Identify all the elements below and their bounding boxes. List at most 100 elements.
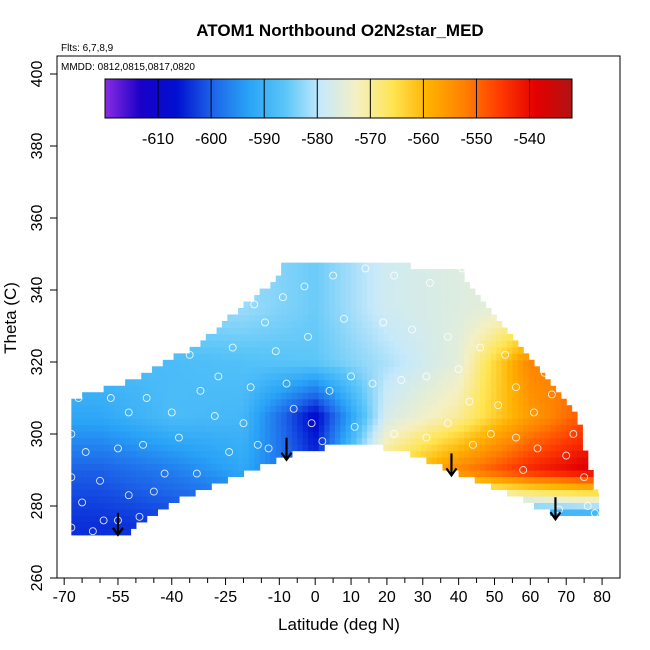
field-cell xyxy=(469,385,476,393)
field-cell xyxy=(404,314,411,322)
field-cell xyxy=(442,411,449,419)
field-cell xyxy=(92,521,99,529)
field-cell xyxy=(200,411,207,419)
field-cell xyxy=(464,463,470,471)
field-cell xyxy=(211,346,218,354)
field-cell xyxy=(173,444,180,452)
field-cell xyxy=(98,450,105,458)
field-cell xyxy=(447,411,454,419)
field-cell xyxy=(560,508,567,516)
field-cell xyxy=(259,418,266,426)
field-cell xyxy=(324,418,331,426)
field-cell xyxy=(517,359,524,367)
field-cell xyxy=(453,457,460,465)
field-cell xyxy=(103,431,110,439)
field-cell xyxy=(82,502,89,510)
field-cell xyxy=(168,444,175,452)
field-cell xyxy=(340,372,347,380)
field-cell xyxy=(216,333,223,341)
field-cell xyxy=(71,437,78,445)
field-cell xyxy=(264,314,271,322)
field-cell xyxy=(507,489,514,497)
field-cell xyxy=(480,366,487,374)
field-cell xyxy=(464,301,470,309)
field-cell xyxy=(345,385,352,393)
field-cell xyxy=(576,502,583,510)
field-cell xyxy=(507,353,514,361)
field-cell xyxy=(437,392,444,400)
field-cell xyxy=(431,431,438,439)
field-cell xyxy=(130,392,137,400)
field-cell xyxy=(71,508,78,516)
field-cell xyxy=(318,385,325,393)
field-cell xyxy=(286,418,293,426)
field-cell xyxy=(232,359,239,367)
field-cell xyxy=(372,359,379,367)
field-cell xyxy=(286,346,293,354)
field-cell xyxy=(394,418,401,426)
field-cell xyxy=(383,366,390,374)
field-cell xyxy=(114,392,121,400)
field-cell xyxy=(550,457,557,465)
field-cell xyxy=(308,424,314,432)
field-cell xyxy=(275,411,282,419)
field-cell xyxy=(399,288,406,296)
field-cell xyxy=(437,346,444,354)
field-cell xyxy=(259,457,266,465)
field-cell xyxy=(410,340,417,348)
field-cell xyxy=(82,405,89,413)
field-cell xyxy=(232,444,239,452)
field-cell xyxy=(507,379,514,387)
field-cell xyxy=(464,295,470,303)
x-axis-label: Latitude (deg N) xyxy=(278,615,400,634)
field-cell xyxy=(216,385,223,393)
sample-point xyxy=(580,473,589,482)
field-cell xyxy=(404,418,411,426)
field-cell xyxy=(469,411,476,419)
field-cell xyxy=(431,385,438,393)
x-tick-label: 60 xyxy=(521,589,539,606)
field-cell xyxy=(125,457,132,465)
field-cell xyxy=(232,457,239,465)
field-cell xyxy=(501,482,508,491)
field-cell xyxy=(195,398,202,406)
field-cell xyxy=(211,385,218,393)
field-cell xyxy=(571,482,578,491)
field-cell xyxy=(130,444,137,452)
field-cell xyxy=(334,372,341,380)
field-cell xyxy=(334,314,341,322)
field-cell xyxy=(404,333,411,341)
field-cell xyxy=(533,385,540,393)
field-cell xyxy=(431,392,438,400)
field-cell xyxy=(114,457,121,465)
field-cell xyxy=(490,457,497,465)
field-cell xyxy=(286,269,293,277)
field-cell xyxy=(221,457,228,465)
field-cell xyxy=(87,431,94,439)
field-cell xyxy=(442,366,449,374)
field-cell xyxy=(501,470,508,478)
field-cell xyxy=(437,398,444,406)
field-cell xyxy=(87,437,94,445)
field-cell xyxy=(281,444,288,452)
field-cell xyxy=(388,340,395,348)
field-cell xyxy=(324,340,331,348)
field-cell xyxy=(560,411,567,419)
field-cell xyxy=(469,327,476,335)
field-cell xyxy=(270,301,277,309)
field-cell xyxy=(480,398,487,406)
field-cell xyxy=(496,431,503,439)
y-tick-label: 320 xyxy=(29,349,46,376)
field-cell xyxy=(512,405,519,413)
field-cell xyxy=(517,372,524,380)
field-cell xyxy=(415,411,422,419)
sample-point xyxy=(253,440,262,449)
sample-point xyxy=(465,397,474,406)
field-cell xyxy=(576,463,583,471)
field-cell xyxy=(125,385,132,393)
field-cell xyxy=(447,385,454,393)
field-cell xyxy=(517,405,524,413)
field-cell xyxy=(125,463,132,471)
field-cell xyxy=(189,424,196,432)
